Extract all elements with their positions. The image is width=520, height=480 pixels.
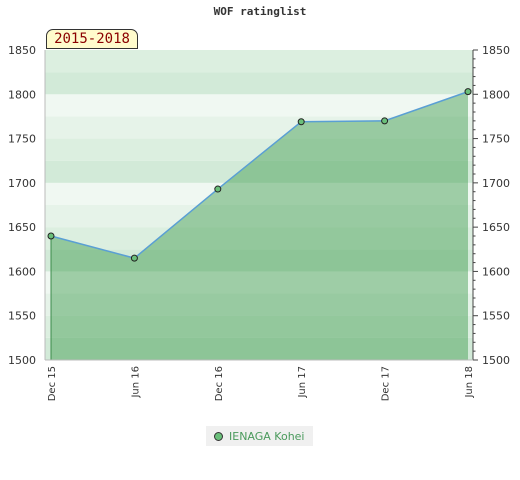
- grid-band: [45, 138, 473, 161]
- data-point: [381, 117, 389, 125]
- grid-band: [45, 293, 473, 316]
- y-axis-left: 1500 1550 1600 1650 1700 1750 1800 1850: [8, 44, 36, 367]
- area-layer: [50, 91, 468, 360]
- grid-band: [45, 315, 473, 338]
- y-tick-label-right: 1700: [482, 177, 510, 190]
- data-point: [464, 88, 472, 96]
- series-line: [50, 90, 469, 259]
- period-badge: 2015-2018: [46, 29, 138, 49]
- data-points: [47, 88, 472, 262]
- grid-band: [45, 182, 473, 205]
- grid-band: [45, 160, 473, 183]
- grid-band: [45, 337, 473, 360]
- y-tick-label-right: 1550: [482, 310, 510, 323]
- series-area: [51, 91, 468, 360]
- y-axis-right: 1500 1550 1600 1650 1700 1750 1800 1850: [473, 44, 510, 367]
- x-tick-label: Dec 16: [214, 366, 225, 401]
- y-tick-label-left: 1550: [8, 310, 36, 323]
- y-tick-label-left: 1600: [8, 265, 36, 278]
- x-tick-label: Dec 15: [47, 366, 58, 401]
- y-tick-label-right: 1650: [482, 221, 510, 234]
- data-point: [297, 118, 305, 126]
- x-tick-label: Jun 17: [297, 366, 308, 399]
- y-tick-label-right: 1500: [482, 354, 510, 367]
- grid-band: [45, 94, 473, 117]
- grid-band: [45, 116, 473, 139]
- x-tick-label: Jun 16: [130, 366, 141, 399]
- axes: [44, 50, 474, 361]
- y-tick-label-right: 1850: [482, 44, 510, 57]
- y-tick-label-left: 1700: [8, 177, 36, 190]
- y-tick-label-left: 1650: [8, 221, 36, 234]
- y-tick-label-right: 1750: [482, 133, 510, 146]
- data-point: [214, 185, 222, 193]
- y-tick-label-right: 1600: [482, 265, 510, 278]
- legend-label: IENAGA Kohei: [229, 429, 305, 443]
- grid-band: [45, 50, 473, 73]
- line-layer: [50, 90, 469, 259]
- legend-marker-icon: [214, 431, 223, 441]
- y-tick-label-left: 1750: [8, 133, 36, 146]
- data-point: [47, 232, 55, 240]
- grid-band: [45, 205, 473, 228]
- x-tick-label: Dec 17: [381, 366, 392, 401]
- y-tick-label-left: 1500: [8, 354, 36, 367]
- data-point: [130, 254, 138, 262]
- x-axis: Dec 15 Jun 16 Dec 16 Jun 17 Dec 17 Jun 18: [47, 366, 475, 401]
- chart-title: WOF ratinglist: [213, 5, 307, 18]
- grid-band: [45, 249, 473, 272]
- legend[interactable]: IENAGA Kohei: [206, 426, 313, 446]
- y-tick-label-left: 1850: [8, 44, 36, 57]
- grid-band: [45, 271, 473, 294]
- y-tick-label-right: 1800: [482, 88, 510, 101]
- grid-band: [45, 72, 473, 95]
- x-tick-label: Jun 18: [464, 366, 475, 399]
- y-tick-label-left: 1800: [8, 88, 36, 101]
